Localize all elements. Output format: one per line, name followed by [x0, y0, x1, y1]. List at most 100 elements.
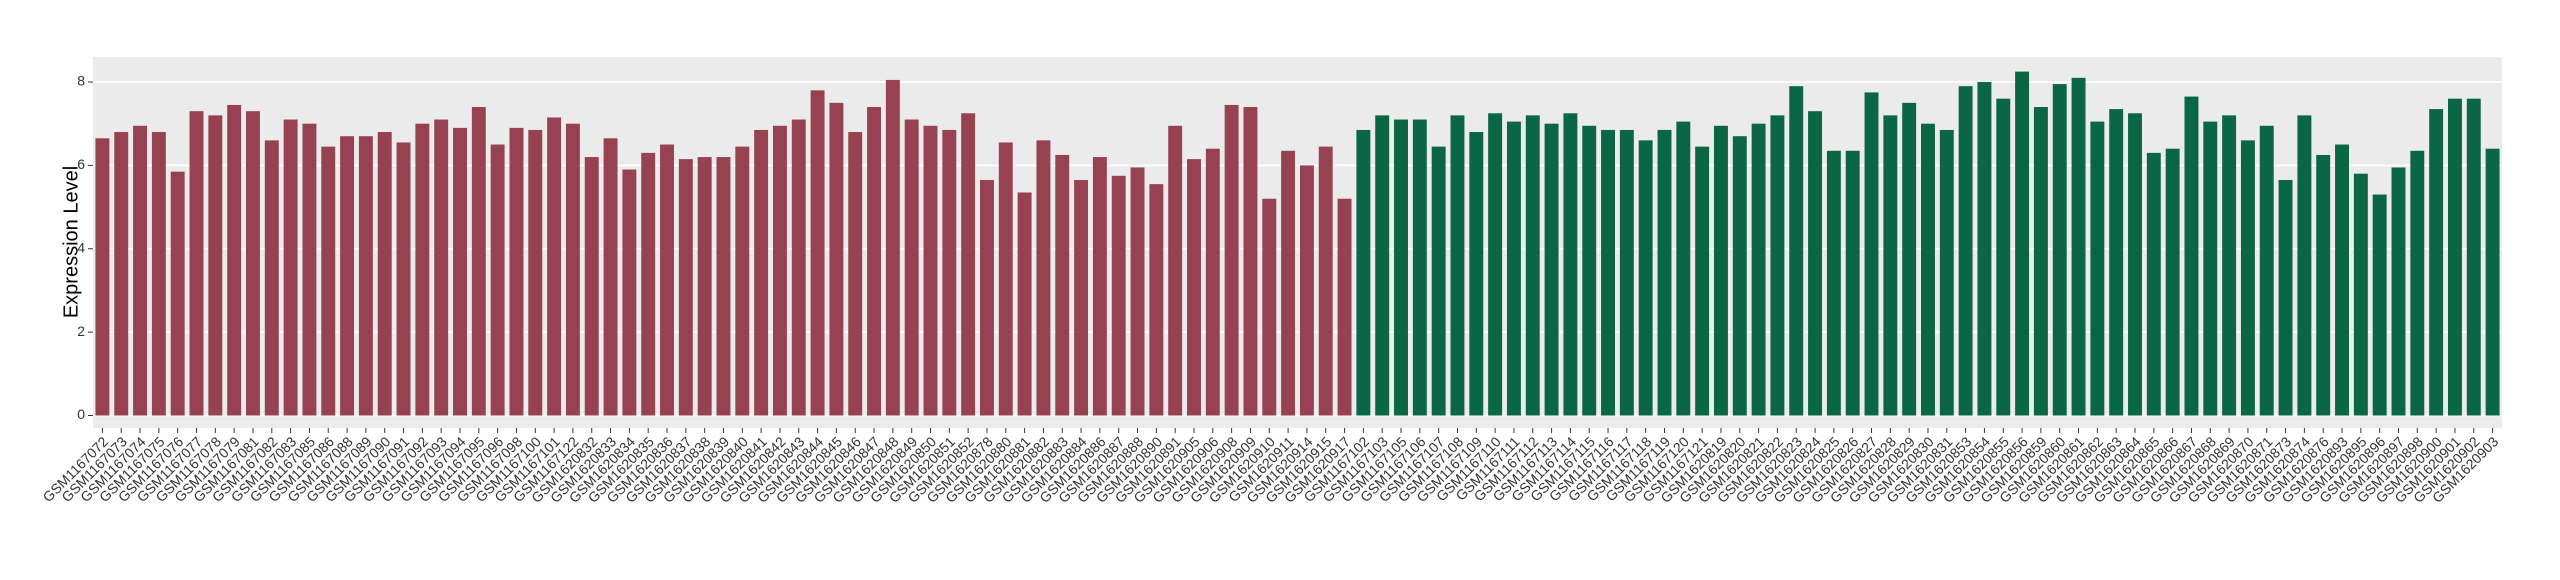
bar	[1337, 198, 1352, 416]
bar	[2203, 121, 2218, 416]
bar	[1770, 115, 1785, 416]
bar	[2297, 115, 2312, 416]
bar	[1168, 125, 1183, 416]
bar	[490, 144, 505, 416]
bar	[2278, 179, 2293, 416]
bar	[1751, 123, 1766, 416]
bar	[1789, 86, 1804, 416]
bar	[2128, 113, 2142, 416]
y-tick-label: 4	[77, 239, 85, 255]
bar	[1826, 150, 1841, 416]
bar	[1187, 159, 1201, 416]
bar	[1262, 198, 1277, 416]
bar	[2071, 77, 2086, 416]
bar	[151, 132, 166, 416]
bar	[415, 123, 430, 416]
bar	[641, 152, 656, 416]
bar	[2240, 140, 2255, 416]
bar	[114, 132, 129, 416]
bar	[321, 146, 336, 416]
bar	[1394, 119, 1408, 416]
bar	[1657, 129, 1672, 416]
y-axis-label: Expression Level	[60, 166, 82, 318]
bar	[2316, 154, 2331, 416]
bar	[170, 171, 185, 416]
bar	[980, 179, 994, 416]
bar	[603, 138, 618, 416]
bar	[1450, 115, 1465, 416]
bar	[716, 157, 731, 416]
bar	[1921, 123, 1935, 416]
bar	[1243, 107, 1258, 416]
bar	[2429, 109, 2444, 416]
bar	[189, 111, 204, 416]
bar	[1582, 125, 1597, 416]
bar	[1205, 148, 1220, 416]
bar	[1431, 146, 1446, 416]
bar	[791, 119, 806, 416]
bar	[358, 136, 373, 416]
bar	[2165, 148, 2180, 416]
bar	[2466, 98, 2481, 416]
bar	[2372, 194, 2387, 416]
bar	[1958, 86, 1973, 416]
bar	[2447, 98, 2462, 416]
bar	[340, 136, 355, 416]
bar	[942, 129, 957, 416]
bar	[1544, 123, 1559, 416]
bar	[565, 123, 580, 416]
bar	[867, 107, 882, 416]
bar	[264, 140, 279, 416]
bar	[208, 115, 223, 416]
bar	[1074, 179, 1089, 416]
bar	[1939, 129, 1954, 416]
bar	[2090, 121, 2105, 416]
bar	[678, 159, 693, 416]
bar	[2222, 115, 2237, 416]
bar	[1412, 119, 1427, 416]
bar	[2259, 125, 2274, 416]
bar	[1036, 140, 1051, 416]
bar	[2015, 71, 2030, 416]
bar	[754, 129, 769, 416]
bar	[2391, 167, 2406, 416]
bar	[396, 142, 411, 416]
bar	[1375, 115, 1390, 416]
bar	[1299, 165, 1314, 416]
bar	[923, 125, 938, 416]
bar	[1713, 125, 1728, 416]
bar	[509, 127, 524, 416]
bar	[1977, 82, 1992, 416]
bar	[434, 119, 449, 416]
bar	[1111, 175, 1126, 416]
bar	[697, 157, 712, 416]
bar	[302, 123, 317, 416]
bar	[1619, 129, 1634, 416]
bar	[1864, 92, 1879, 416]
bar	[1130, 167, 1145, 416]
bar	[1318, 146, 1333, 416]
bar	[1149, 184, 1164, 416]
bar	[1996, 98, 2011, 416]
bar	[2184, 96, 2199, 416]
bar	[2353, 173, 2368, 416]
bar	[227, 104, 242, 416]
bar	[1092, 157, 1107, 416]
bar	[95, 138, 110, 416]
bar	[1638, 140, 1653, 416]
bar	[2033, 107, 2048, 416]
bar	[133, 125, 148, 416]
bar	[660, 144, 674, 416]
bar	[528, 129, 543, 416]
bar	[848, 132, 863, 416]
bar	[622, 169, 637, 416]
bar	[885, 79, 900, 416]
bar	[1695, 146, 1710, 416]
bar	[1469, 132, 1484, 416]
bar	[1563, 113, 1578, 416]
bar	[1017, 192, 1032, 416]
bar	[904, 119, 919, 416]
y-tick-label: 0	[77, 406, 85, 422]
bar	[584, 157, 599, 416]
bar	[1732, 136, 1747, 416]
